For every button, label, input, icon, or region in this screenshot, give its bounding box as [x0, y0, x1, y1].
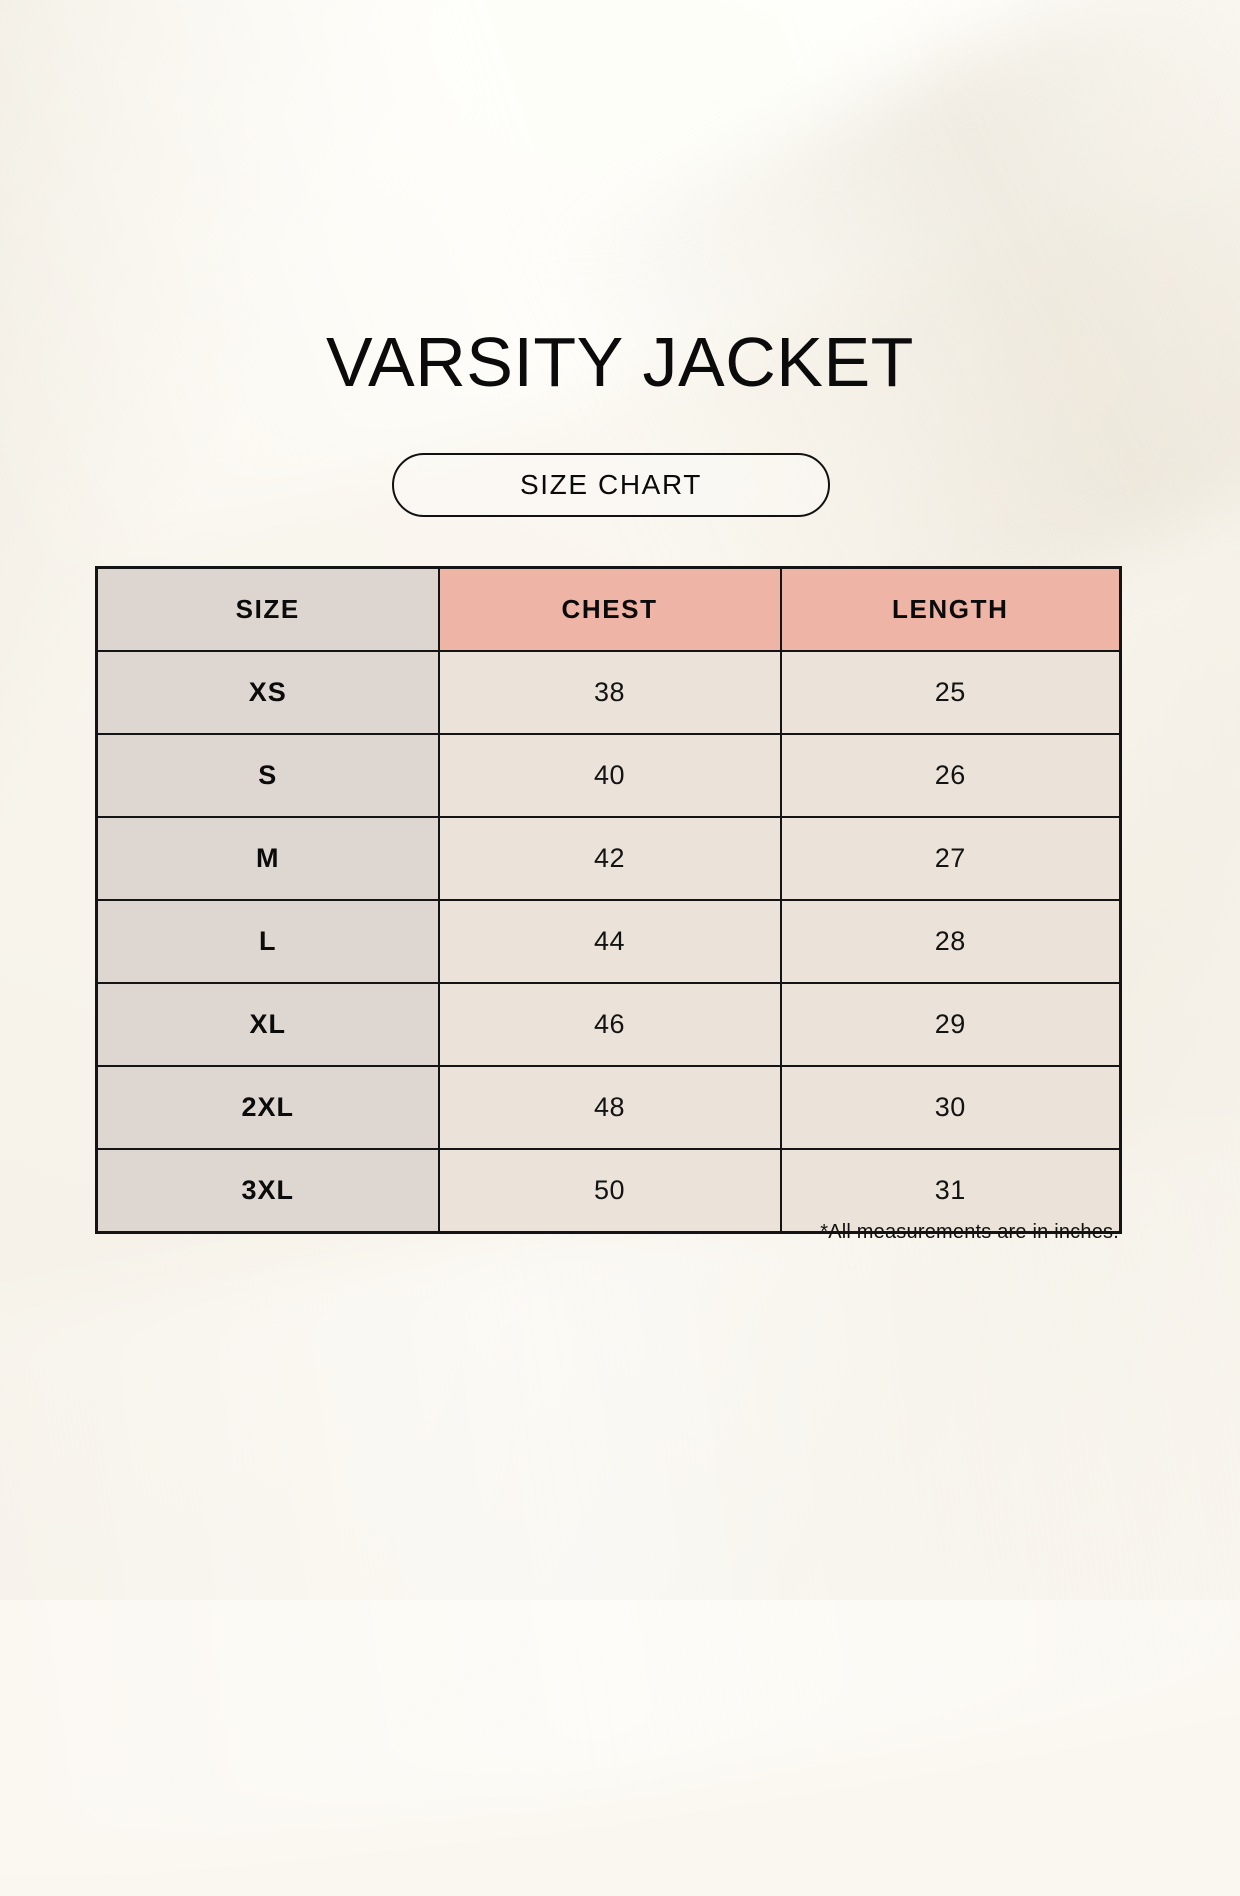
- cell-length: 28: [779, 899, 1122, 984]
- cell-chest: 48: [437, 1065, 782, 1150]
- cell-chest: 40: [437, 733, 782, 818]
- table-row: XS 38 25: [95, 650, 1122, 735]
- cell-size: 2XL: [95, 1065, 440, 1150]
- cell-length: 30: [779, 1065, 1122, 1150]
- size-chart-table: SIZE CHEST LENGTH XS 38 25 S 40 26 M 42 …: [95, 566, 1122, 1234]
- cell-length: 27: [779, 816, 1122, 901]
- cell-size: M: [95, 816, 440, 901]
- table-row: M 42 27: [95, 816, 1122, 901]
- measurement-unit-note: *All measurements are in inches.: [820, 1221, 1119, 1243]
- table-row: XL 46 29: [95, 982, 1122, 1067]
- cell-chest: 50: [437, 1148, 782, 1234]
- cell-chest: 44: [437, 899, 782, 984]
- table-row: S 40 26: [95, 733, 1122, 818]
- cell-chest: 38: [437, 650, 782, 735]
- cell-size: L: [95, 899, 440, 984]
- table-row: L 44 28: [95, 899, 1122, 984]
- cell-length: 26: [779, 733, 1122, 818]
- cell-size: 3XL: [95, 1148, 440, 1234]
- cell-length: 29: [779, 982, 1122, 1067]
- column-header-length: LENGTH: [779, 566, 1122, 652]
- cell-size: XS: [95, 650, 440, 735]
- table-row: 3XL 50 31: [95, 1148, 1122, 1234]
- cell-length: 31: [779, 1148, 1122, 1234]
- table-header-row: SIZE CHEST LENGTH: [95, 566, 1122, 652]
- cell-size: S: [95, 733, 440, 818]
- column-header-chest: CHEST: [437, 566, 782, 652]
- column-header-size: SIZE: [95, 566, 440, 652]
- size-chart-badge: SIZE CHART: [392, 453, 830, 517]
- table-row: 2XL 48 30: [95, 1065, 1122, 1150]
- page-title: VARSITY JACKET: [326, 323, 914, 401]
- size-chart-badge-label: SIZE CHART: [520, 469, 702, 500]
- cell-length: 25: [779, 650, 1122, 735]
- cell-chest: 46: [437, 982, 782, 1067]
- cell-chest: 42: [437, 816, 782, 901]
- cell-size: XL: [95, 982, 440, 1067]
